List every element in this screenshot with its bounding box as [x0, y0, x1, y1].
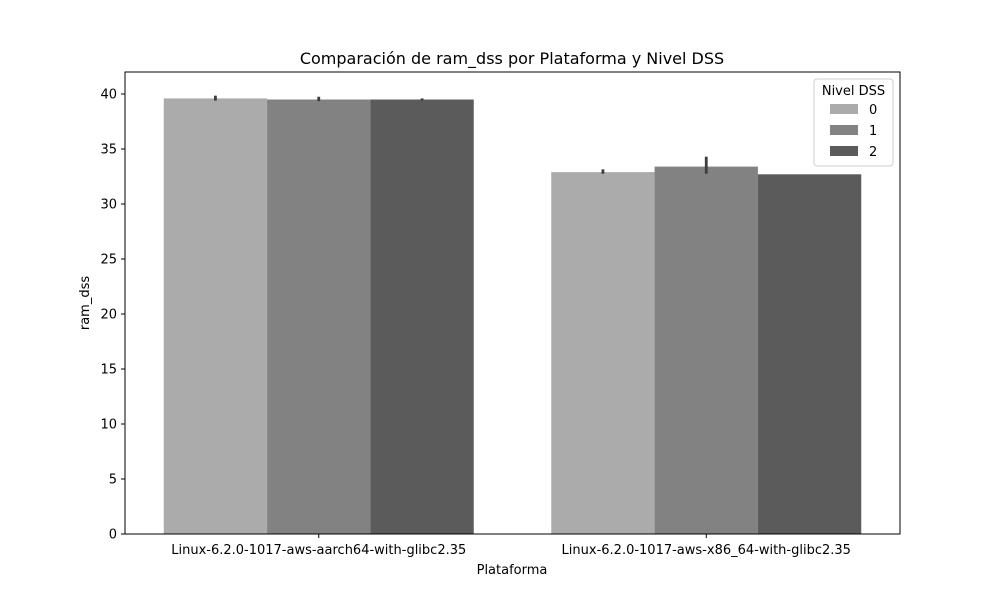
y-tick-label: 35 — [100, 143, 117, 158]
y-tick-label: 40 — [100, 88, 117, 103]
legend-box — [813, 78, 894, 167]
legend-label-2: 2 — [869, 145, 877, 160]
legend-swatch-0 — [830, 104, 858, 114]
bar-0-series-2 — [370, 99, 474, 534]
y-axis: 0 5 10 15 20 25 30 35 40 — [100, 88, 125, 543]
bar-1-series-0 — [551, 172, 655, 534]
y-tick-label: 30 — [100, 198, 117, 213]
y-tick-label: 15 — [100, 363, 117, 378]
y-tick-label: 25 — [100, 253, 117, 268]
x-axis-label: Plataforma — [477, 563, 548, 578]
chart-title: Comparación de ram_dss por Plataforma y … — [300, 49, 724, 69]
x-tick-label: Linux-6.2.0-1017-aws-x86_64-with-glibc2.… — [562, 543, 851, 558]
y-tick-label: 5 — [109, 473, 117, 488]
legend-label-1: 1 — [869, 124, 877, 139]
legend-swatch-1 — [830, 125, 858, 135]
x-tick-label: Linux-6.2.0-1017-aws-aarch64-with-glibc2… — [171, 543, 466, 558]
error-bars-group — [214, 95, 708, 174]
bar-0-series-0 — [163, 98, 268, 535]
legend-swatch-2 — [830, 146, 858, 156]
legend: Nivel DSS 0 1 2 — [813, 78, 894, 167]
legend-label-0: 0 — [869, 103, 877, 118]
y-tick-label: 10 — [100, 418, 117, 433]
bar-1-series-1 — [654, 166, 758, 534]
bar-0-series-1 — [267, 99, 371, 534]
bars-group — [163, 98, 862, 535]
y-axis-label: ram_dss — [78, 276, 93, 330]
x-axis: Linux-6.2.0-1017-aws-aarch64-with-glibc2… — [171, 534, 851, 558]
bar-1-series-2 — [757, 174, 862, 535]
y-tick-label: 0 — [109, 528, 117, 543]
legend-title: Nivel DSS — [822, 84, 885, 99]
legend-items: 0 1 2 — [830, 103, 877, 160]
y-tick-label: 20 — [100, 308, 117, 323]
plot-frame — [124, 71, 901, 535]
